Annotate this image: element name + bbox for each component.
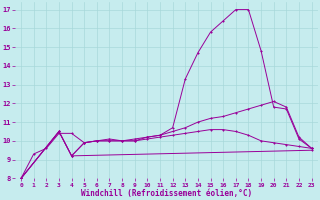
X-axis label: Windchill (Refroidissement éolien,°C): Windchill (Refroidissement éolien,°C): [81, 189, 252, 198]
